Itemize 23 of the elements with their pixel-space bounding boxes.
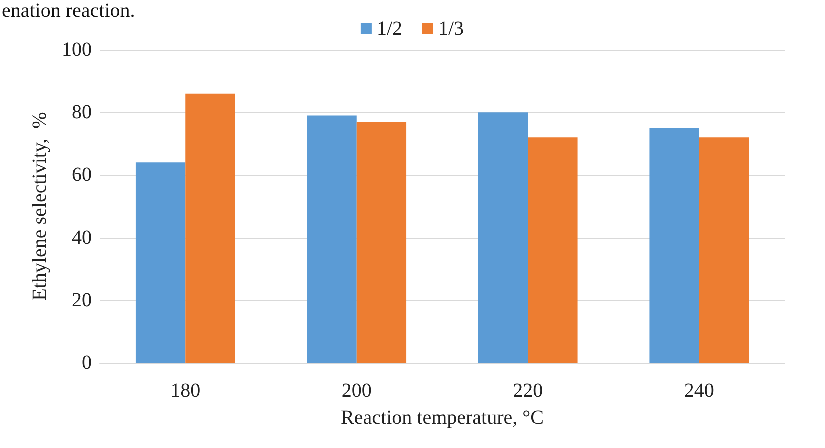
bar bbox=[650, 128, 700, 363]
y-axis-title: Ethylene selectivity, % bbox=[29, 112, 51, 301]
x-axis-title: Reaction temperature, °C bbox=[341, 407, 544, 429]
y-tick-label: 20 bbox=[72, 289, 92, 312]
bar bbox=[528, 138, 578, 363]
y-tick-label: 40 bbox=[72, 226, 92, 249]
x-tick-label: 200 bbox=[342, 380, 372, 402]
text: enation reaction. bbox=[2, 0, 136, 22]
x-tick-label: 240 bbox=[684, 380, 714, 402]
bar bbox=[356, 122, 407, 363]
y-tick-label: 60 bbox=[72, 164, 92, 186]
bar bbox=[186, 94, 236, 363]
legend-label: 1/2 bbox=[376, 18, 403, 40]
y-tick-label: 80 bbox=[72, 102, 92, 124]
y-tick-label: 100 bbox=[62, 39, 92, 61]
legend-label: 1/3 bbox=[438, 18, 464, 40]
y-tick-label: 0 bbox=[82, 352, 92, 374]
bar bbox=[136, 162, 186, 363]
x-tick-label: 220 bbox=[513, 380, 544, 402]
x-tick-label: 180 bbox=[170, 380, 201, 402]
bar bbox=[307, 116, 357, 363]
bar bbox=[699, 138, 750, 363]
bar bbox=[478, 112, 528, 363]
